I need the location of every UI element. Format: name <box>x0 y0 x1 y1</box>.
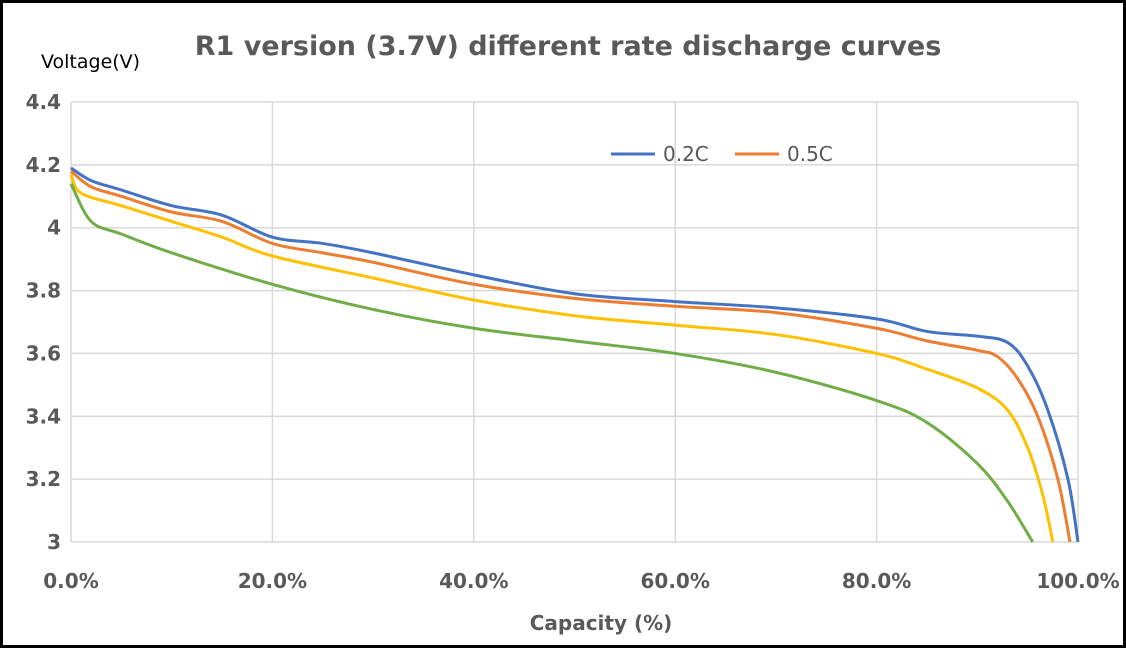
y-tick-label: 3 <box>47 530 61 554</box>
x-tick-label: 60.0% <box>641 569 710 593</box>
y-axis-label: Voltage(V) <box>41 51 140 73</box>
discharge-chart: R1 version (3.7V) different rate dischar… <box>26 31 1120 635</box>
x-axis-label: Capacity (%) <box>530 611 673 635</box>
chart-title: R1 version (3.7V) different rate dischar… <box>195 31 942 62</box>
legend-label: 0.5C <box>787 142 833 166</box>
y-tick-label: 3.4 <box>26 404 61 428</box>
series-line-series-4 <box>69 183 1034 543</box>
x-tick-label: 80.0% <box>842 569 911 593</box>
x-tick-label: 100.0% <box>1036 569 1119 593</box>
y-tick-label: 3.8 <box>26 279 61 303</box>
x-tick-label: 0.0% <box>43 569 98 593</box>
y-tick-label: 4.4 <box>26 90 61 114</box>
x-tick-label: 20.0% <box>238 569 307 593</box>
y-tick-label: 3.2 <box>26 467 61 491</box>
y-tick-label: 3.6 <box>26 341 61 365</box>
y-tick-label: 4.2 <box>26 153 61 177</box>
x-tick-label: 40.0% <box>439 569 508 593</box>
y-tick-label: 4 <box>47 216 61 240</box>
series-line-0.2C <box>70 166 1080 543</box>
series-line-series-3 <box>69 173 1055 543</box>
series-line-0.5C <box>70 169 1072 543</box>
legend-label: 0.2C <box>663 142 709 166</box>
